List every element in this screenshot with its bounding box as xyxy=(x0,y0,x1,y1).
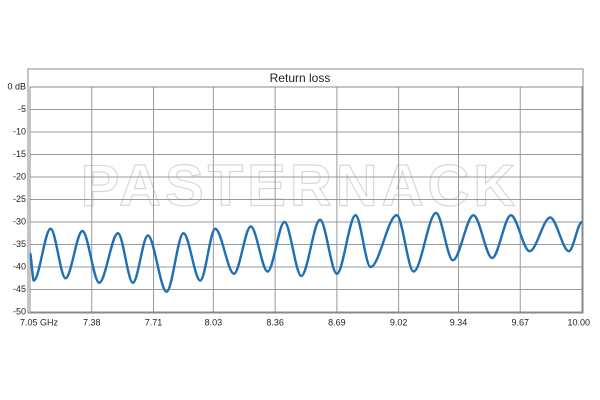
data-line xyxy=(28,211,584,293)
y-tick-label: -50 xyxy=(13,306,26,316)
chart-title: Return loss xyxy=(270,71,331,85)
watermark: PASTERNACK xyxy=(81,153,520,218)
y-tick-label: -35 xyxy=(13,239,26,249)
x-tick-label: 8.03 xyxy=(205,317,223,327)
y-tick-label: -20 xyxy=(13,171,26,181)
x-tick-label: 7.38 xyxy=(83,317,101,327)
plot-border xyxy=(29,86,583,313)
y-tick-label: -5 xyxy=(18,104,26,114)
x-tick-label: 9.34 xyxy=(450,317,468,327)
x-tick-label: 10.00 xyxy=(567,317,590,327)
chart-frame xyxy=(27,68,584,314)
y-tick-label: -25 xyxy=(13,194,26,204)
x-tick-label: 7.71 xyxy=(145,317,163,327)
x-tick-label: 7.05 GHz xyxy=(20,317,59,327)
x-tick-label: 8.69 xyxy=(328,317,346,327)
y-tick-label: 0 dB xyxy=(7,81,26,91)
x-tick-label: 9.02 xyxy=(390,317,408,327)
y-tick-label: -15 xyxy=(13,149,26,159)
y-tick-label: -40 xyxy=(13,261,26,271)
y-tick-label: -10 xyxy=(13,126,26,136)
x-tick-label: 8.36 xyxy=(266,317,284,327)
y-tick-label: -30 xyxy=(13,216,26,226)
y-tick-label: -45 xyxy=(13,284,26,294)
x-tick-label: 9.67 xyxy=(511,317,529,327)
